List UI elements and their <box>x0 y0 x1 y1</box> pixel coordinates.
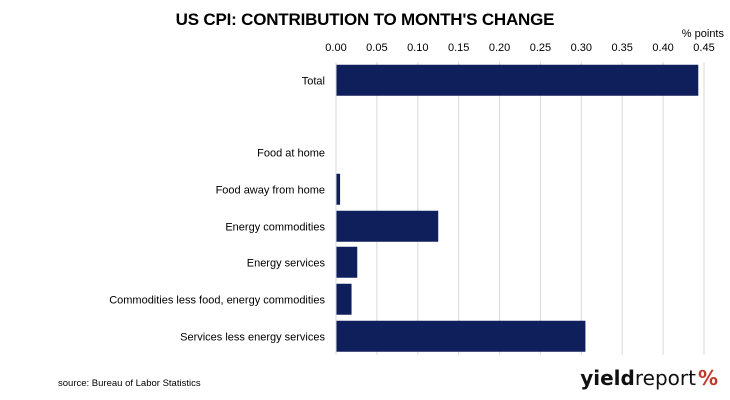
x-axis-unit-label: % points <box>681 28 724 40</box>
yieldreport-logo: yieldreport% <box>580 366 718 390</box>
x-tick-label: 0.15 <box>448 42 469 54</box>
x-tick-label: 0.00 <box>325 42 346 54</box>
source-note: source: Bureau of Labor Statistics <box>58 378 201 389</box>
bar <box>336 64 699 96</box>
logo-percent-icon: % <box>697 366 718 390</box>
category-label: Services less energy services <box>180 331 325 343</box>
bar <box>336 246 358 278</box>
category-label: Food away from home <box>216 184 325 196</box>
category-label: Total <box>302 75 325 87</box>
x-tick-label: 0.25 <box>530 42 551 54</box>
x-tick-label: 0.30 <box>571 42 592 54</box>
bar <box>336 173 341 205</box>
x-tick-label: 0.20 <box>489 42 510 54</box>
category-label: Commodities less food, energy commoditie… <box>109 294 325 306</box>
logo-report-text: report <box>634 366 696 390</box>
bar <box>336 210 439 242</box>
category-label: Energy commodities <box>225 221 325 233</box>
x-tick-label: 0.35 <box>612 42 633 54</box>
x-tick-label: 0.10 <box>407 42 428 54</box>
bar <box>336 320 586 352</box>
bar <box>336 283 352 315</box>
category-label: Energy services <box>247 257 326 269</box>
x-tick-label: 0.05 <box>366 42 387 54</box>
category-label: Food at home <box>257 147 325 159</box>
x-tick-label: 0.45 <box>693 42 714 54</box>
chart-title: US CPI: CONTRIBUTION TO MONTH'S CHANGE <box>175 10 555 29</box>
logo-yield-text: yield <box>580 366 635 390</box>
x-tick-label: 0.40 <box>652 42 673 54</box>
